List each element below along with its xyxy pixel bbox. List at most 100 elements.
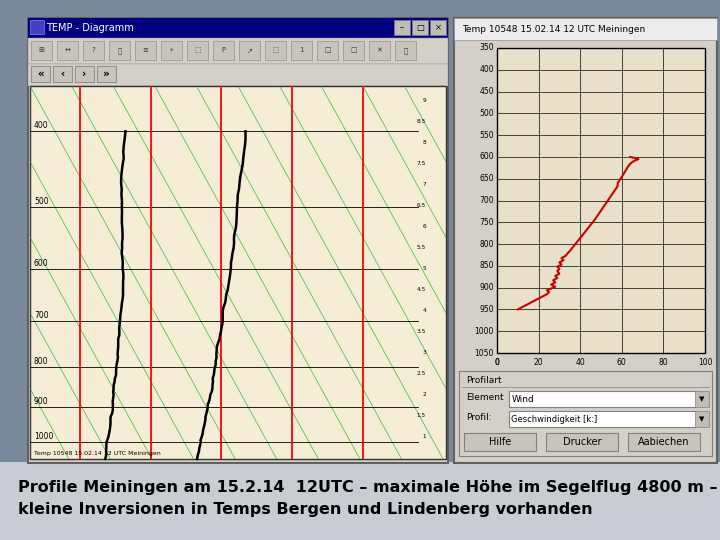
Text: Profil:: Profil: bbox=[466, 413, 492, 422]
Text: 600: 600 bbox=[480, 152, 494, 161]
Text: □: □ bbox=[416, 23, 424, 32]
Text: 0: 0 bbox=[495, 358, 500, 367]
Text: 900: 900 bbox=[480, 283, 494, 292]
Text: 0: 0 bbox=[495, 358, 500, 367]
Bar bbox=[30, 20, 44, 34]
Bar bbox=[135, 41, 156, 60]
Text: 1050: 1050 bbox=[474, 348, 494, 357]
Text: ⊞: ⊞ bbox=[39, 48, 45, 53]
Bar bbox=[28, 64, 448, 86]
Bar bbox=[83, 41, 104, 60]
Bar bbox=[291, 41, 312, 60]
Text: ↔: ↔ bbox=[65, 48, 71, 53]
Text: 400: 400 bbox=[480, 65, 494, 75]
Text: 650: 650 bbox=[480, 174, 494, 183]
Text: Aabiechen: Aabiechen bbox=[638, 437, 690, 447]
Bar bbox=[31, 41, 52, 60]
Text: 900: 900 bbox=[34, 397, 49, 406]
Text: 8.5: 8.5 bbox=[417, 119, 426, 124]
Text: 7.5: 7.5 bbox=[417, 161, 426, 166]
Text: □: □ bbox=[324, 48, 330, 53]
Text: 800: 800 bbox=[480, 240, 494, 248]
Bar bbox=[454, 18, 717, 463]
Bar bbox=[265, 41, 286, 60]
Text: 6.5: 6.5 bbox=[417, 204, 426, 208]
Text: 600: 600 bbox=[34, 259, 49, 268]
Bar bbox=[412, 20, 428, 35]
Text: 1: 1 bbox=[423, 434, 426, 439]
Text: ⬚: ⬚ bbox=[272, 48, 279, 53]
Text: «: « bbox=[37, 69, 44, 79]
Text: 1000: 1000 bbox=[34, 433, 53, 441]
Text: »: » bbox=[103, 69, 110, 79]
Text: Profilart: Profilart bbox=[466, 376, 502, 385]
Text: 40: 40 bbox=[575, 358, 585, 367]
Bar bbox=[369, 41, 390, 60]
Text: kleine Inversionen in Temps Bergen und Lindenberg vorhanden: kleine Inversionen in Temps Bergen und L… bbox=[18, 502, 593, 517]
Text: 100: 100 bbox=[698, 358, 712, 367]
Text: 800: 800 bbox=[34, 357, 48, 366]
Bar bbox=[75, 66, 94, 82]
Text: ?: ? bbox=[91, 48, 95, 53]
Text: *: * bbox=[170, 48, 174, 53]
Text: 700: 700 bbox=[480, 196, 494, 205]
Bar bbox=[97, 66, 116, 82]
Text: ⬚: ⬚ bbox=[194, 48, 201, 53]
Text: 5: 5 bbox=[422, 266, 426, 271]
Text: 8: 8 bbox=[422, 140, 426, 145]
Text: Hilfe: Hilfe bbox=[489, 437, 511, 447]
Text: 500: 500 bbox=[34, 197, 49, 206]
Text: TEMP - Diagramm: TEMP - Diagramm bbox=[46, 23, 134, 33]
Text: 2: 2 bbox=[422, 392, 426, 397]
Text: 550: 550 bbox=[480, 131, 494, 140]
Bar bbox=[31, 66, 50, 82]
Bar bbox=[187, 41, 208, 60]
Bar bbox=[30, 86, 446, 459]
Text: ‹: ‹ bbox=[60, 69, 65, 79]
Bar bbox=[628, 433, 700, 451]
Text: 1000: 1000 bbox=[474, 327, 494, 336]
Bar bbox=[57, 41, 78, 60]
Text: Temp 10548 15.02.14 12 UTC Meiningen: Temp 10548 15.02.14 12 UTC Meiningen bbox=[34, 451, 161, 456]
Bar bbox=[695, 411, 709, 427]
Text: ≡: ≡ bbox=[143, 48, 148, 53]
Bar bbox=[28, 18, 448, 463]
Text: 850: 850 bbox=[480, 261, 494, 271]
Bar bbox=[464, 433, 536, 451]
Bar bbox=[430, 20, 446, 35]
Text: 500: 500 bbox=[480, 109, 494, 118]
Text: Temp 10548 15.02.14 12 UTC Meiningen: Temp 10548 15.02.14 12 UTC Meiningen bbox=[462, 24, 645, 33]
Bar bbox=[239, 41, 260, 60]
Bar bbox=[0, 462, 720, 540]
Bar bbox=[546, 433, 618, 451]
Text: 450: 450 bbox=[480, 87, 494, 96]
Text: 4.5: 4.5 bbox=[417, 287, 426, 292]
Text: Drucker: Drucker bbox=[563, 437, 601, 447]
Text: 7: 7 bbox=[422, 183, 426, 187]
Bar bbox=[497, 48, 705, 353]
Bar bbox=[509, 411, 697, 427]
Text: 60: 60 bbox=[617, 358, 626, 367]
Text: ▼: ▼ bbox=[699, 416, 705, 422]
Text: 950: 950 bbox=[480, 305, 494, 314]
Text: 1.5: 1.5 bbox=[417, 413, 426, 418]
Text: Wind: Wind bbox=[512, 395, 535, 403]
Bar bbox=[109, 41, 130, 60]
Bar bbox=[213, 41, 234, 60]
Text: Geschwindigkeit [k:]: Geschwindigkeit [k:] bbox=[511, 415, 598, 423]
Bar bbox=[53, 66, 72, 82]
Bar bbox=[454, 18, 717, 40]
Text: 750: 750 bbox=[480, 218, 494, 227]
Bar bbox=[161, 41, 182, 60]
Text: 2.5: 2.5 bbox=[417, 371, 426, 376]
Bar bbox=[28, 38, 448, 64]
Bar bbox=[695, 391, 709, 407]
Text: 6: 6 bbox=[423, 224, 426, 230]
Text: 9: 9 bbox=[422, 98, 426, 104]
Text: 1: 1 bbox=[300, 48, 304, 53]
Text: 350: 350 bbox=[480, 44, 494, 52]
Text: ×: × bbox=[434, 23, 441, 32]
Bar bbox=[459, 371, 712, 456]
Bar bbox=[343, 41, 364, 60]
Text: 80: 80 bbox=[659, 358, 668, 367]
